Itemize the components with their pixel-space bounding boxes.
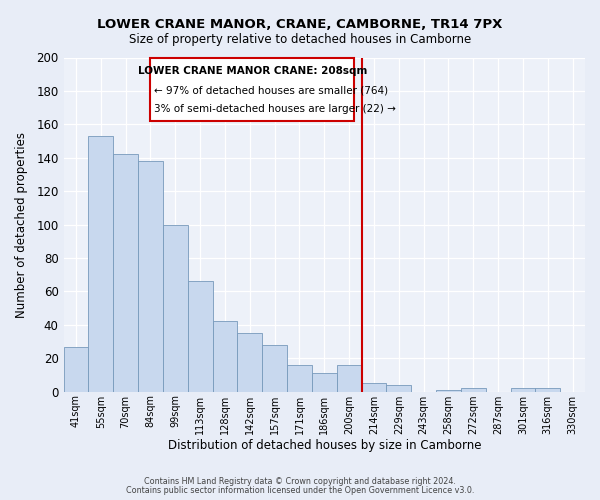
Bar — [312, 374, 337, 392]
Bar — [386, 385, 411, 392]
Y-axis label: Number of detached properties: Number of detached properties — [15, 132, 28, 318]
Text: Contains public sector information licensed under the Open Government Licence v3: Contains public sector information licen… — [126, 486, 474, 495]
Text: LOWER CRANE MANOR, CRANE, CAMBORNE, TR14 7PX: LOWER CRANE MANOR, CRANE, CAMBORNE, TR14… — [97, 18, 503, 30]
Text: Contains HM Land Registry data © Crown copyright and database right 2024.: Contains HM Land Registry data © Crown c… — [144, 477, 456, 486]
Bar — [511, 388, 535, 392]
Bar — [535, 388, 560, 392]
Bar — [287, 365, 312, 392]
Bar — [88, 136, 113, 392]
Bar — [138, 161, 163, 392]
Bar — [212, 322, 238, 392]
Bar — [64, 346, 88, 392]
Bar — [362, 384, 386, 392]
Bar — [262, 345, 287, 392]
Bar — [436, 390, 461, 392]
Bar — [188, 282, 212, 392]
Text: 3% of semi-detached houses are larger (22) →: 3% of semi-detached houses are larger (2… — [154, 104, 396, 115]
Text: Size of property relative to detached houses in Camborne: Size of property relative to detached ho… — [129, 32, 471, 46]
Bar — [113, 154, 138, 392]
X-axis label: Distribution of detached houses by size in Camborne: Distribution of detached houses by size … — [167, 440, 481, 452]
Bar — [461, 388, 485, 392]
Bar — [151, 58, 354, 121]
Bar — [337, 365, 362, 392]
Bar — [163, 224, 188, 392]
Bar — [238, 333, 262, 392]
Text: ← 97% of detached houses are smaller (764): ← 97% of detached houses are smaller (76… — [154, 86, 388, 96]
Text: LOWER CRANE MANOR CRANE: 208sqm: LOWER CRANE MANOR CRANE: 208sqm — [137, 66, 367, 76]
